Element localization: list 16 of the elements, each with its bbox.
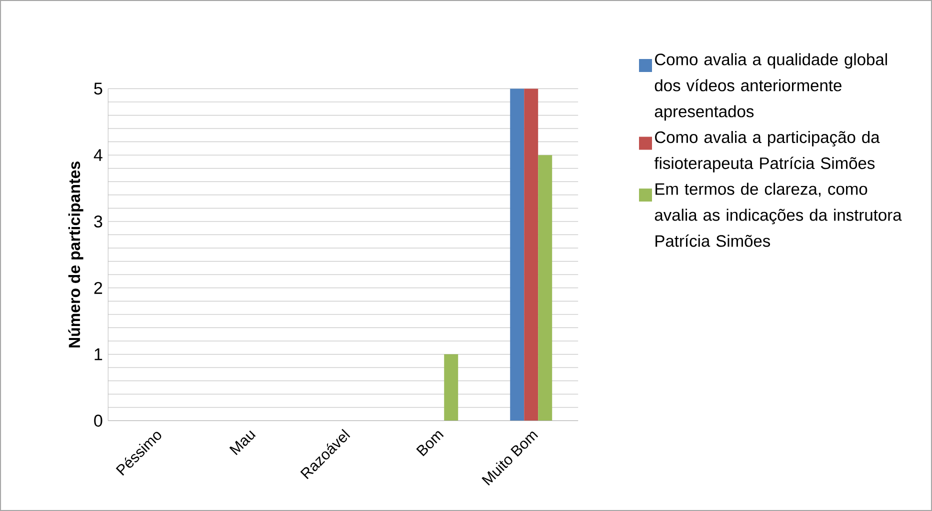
y-tick-label: 2 <box>94 282 102 294</box>
bar <box>444 354 458 421</box>
bar <box>538 155 552 421</box>
y-tick-label: 5 <box>94 82 102 95</box>
legend-label: Em termos de clareza, como avalia as indicações da instrutora Patrícia Simões <box>654 182 902 247</box>
x-tick-label: Mau <box>229 430 256 456</box>
bar <box>510 88 524 421</box>
y-tick-label: 4 <box>94 149 102 161</box>
x-tick-label: Bom <box>416 431 444 456</box>
y-tick-label: 1 <box>94 348 102 360</box>
y-tick-label: 3 <box>94 215 102 228</box>
bar <box>524 88 538 421</box>
y-tick-label: 0 <box>94 414 102 427</box>
legend-label: Como avalia a participação da fisioterapeuta Patrícia Simões <box>654 130 880 172</box>
legend-label: Como avalia a qualidade global dos vídeos anteriormente apresentados <box>654 53 887 121</box>
y-axis-title: Número de participantes <box>68 162 84 348</box>
